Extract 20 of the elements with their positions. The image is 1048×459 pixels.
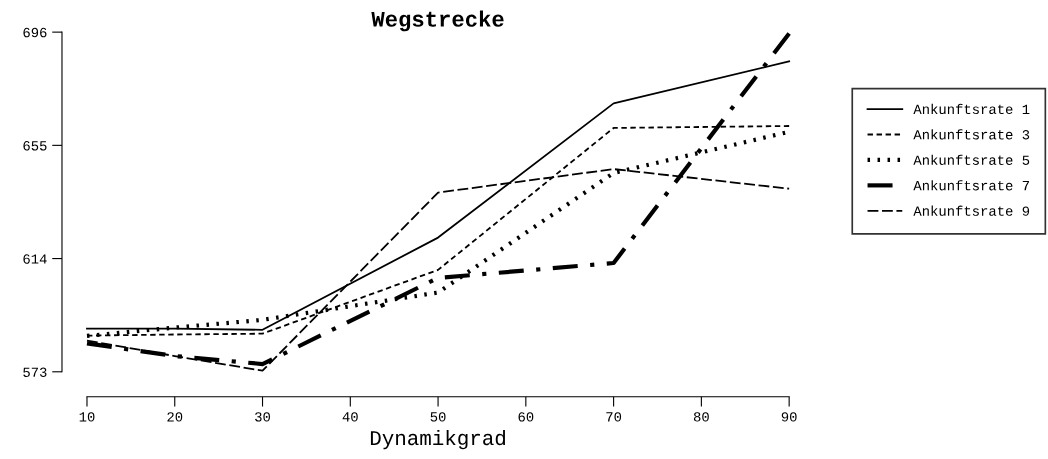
x-axis-title: Dynamikgrad [370,429,505,450]
legend-label: Ankunftsrate 9 [913,205,1030,216]
y-tick-label: 573 [23,367,47,377]
legend-label: Ankunftsrate 5 [913,154,1030,165]
legend-label: Ankunftsrate 1 [913,103,1030,115]
x-tick-label: 20 [167,412,183,422]
x-tick-label: 60 [518,412,534,422]
x-tick-label: 30 [255,412,270,422]
y-tick-label: 614 [23,254,47,264]
legend-label: Ankunftsrate 7 [913,180,1029,191]
x-tick-label: 90 [781,412,797,422]
legend-label: Ankunftsrate 3 [913,129,1030,140]
x-tick-label: 80 [693,412,709,422]
x-tick-label: 70 [606,412,622,422]
x-tick-label: 10 [79,412,95,422]
y-tick-label: 655 [23,141,47,151]
y-tick-label: 696 [23,27,47,38]
chart-title: Wegstrecke [371,10,504,32]
x-tick-label: 50 [430,412,446,422]
x-tick-label: 40 [342,412,358,422]
